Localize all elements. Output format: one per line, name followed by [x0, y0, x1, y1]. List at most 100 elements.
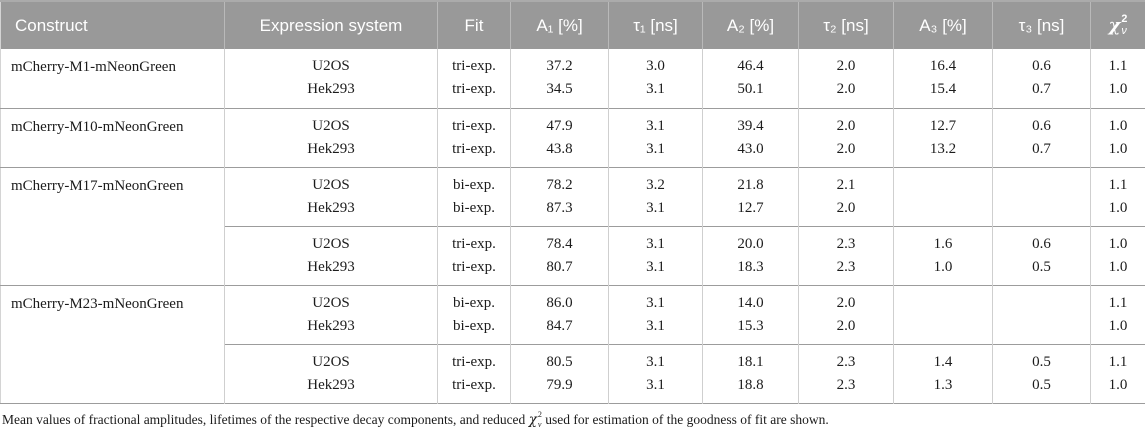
- cell-value: 2.0: [836, 140, 856, 157]
- cell-a3: [893, 166, 993, 226]
- cell-a1: 47.9 43.8: [510, 107, 609, 167]
- cell-tau3: 0.6 0.7: [992, 107, 1091, 167]
- cell-value: 0.5: [1032, 353, 1051, 370]
- cell-construct: mCherry-M23-mNeonGreen: [0, 284, 225, 403]
- cell-value: 47.9: [546, 117, 573, 134]
- cell-value: 37.2: [546, 58, 573, 75]
- column-header-a3: A₃ [%]: [893, 0, 993, 49]
- cell-value: 3.1: [646, 235, 665, 252]
- cell-value: 1.0: [1108, 317, 1128, 334]
- cell-value: 20.0: [737, 235, 764, 252]
- cell-value: 0.7: [1032, 81, 1051, 98]
- cell-tau2: 2.3 2.3: [798, 225, 894, 285]
- cell-value: 0.7: [1032, 140, 1051, 157]
- cell-value: 1.0: [1108, 258, 1128, 275]
- cell-a1: 37.2 34.5: [510, 49, 609, 108]
- cell-fit: bi-exp. bi-exp.: [437, 166, 511, 226]
- cell-value: 3.1: [646, 117, 665, 134]
- table-body: mCherry-M1-mNeonGreen U2OS Hek293 tri-exp. t…: [0, 49, 1145, 403]
- cell-tau3: [992, 166, 1091, 226]
- cell-chi2: 1.0 1.0: [1090, 107, 1145, 167]
- cell-value: bi-exp.: [452, 294, 496, 311]
- cell-value: 43.8: [546, 140, 573, 157]
- cell-value: 1.0: [933, 258, 953, 275]
- cell-value: [896, 292, 990, 315]
- cell-tau2: 2.0 2.0: [798, 284, 894, 344]
- cell-a2: 46.4 50.1: [702, 49, 799, 108]
- table-row: mCherry-M17-mNeonGreen U2OS Hek293 bi-exp. b…: [0, 166, 1145, 285]
- cell-value: [995, 292, 1088, 315]
- cell-a3: 12.7 13.2: [893, 107, 993, 167]
- cell-value: tri-exp.: [452, 140, 496, 157]
- cell-fit: tri-exp. tri-exp.: [437, 107, 511, 167]
- cell-value: U2OS: [312, 176, 350, 193]
- cell-value: 79.9: [546, 376, 573, 393]
- column-header-fit: Fit: [437, 0, 511, 49]
- header-row: Construct Expression system Fit A₁ [%] τ₁ [n…: [0, 0, 1145, 49]
- cell-a3: [893, 284, 993, 344]
- cell-value: 2.0: [836, 317, 856, 334]
- cell-value: 50.1: [737, 81, 764, 98]
- cell-tau2: 2.0 2.0: [798, 107, 894, 167]
- column-header-tau3: τ₃ [ns]: [992, 0, 1091, 49]
- cell-expression-system: U2OS Hek293: [224, 284, 438, 344]
- cell-value: 1.1: [1108, 353, 1128, 370]
- cell-a1: 80.5 79.9: [510, 343, 609, 403]
- cell-value: 12.7: [929, 117, 957, 134]
- cell-expression-system: U2OS Hek293: [224, 343, 438, 403]
- cell-value: 3.1: [646, 376, 665, 393]
- cell-value: 1.1: [1108, 176, 1128, 193]
- cell-tau1: 3.2 3.1: [608, 166, 703, 226]
- cell-tau3: 0.5 0.5: [992, 343, 1091, 403]
- table-row: mCherry-M1-mNeonGreen U2OS Hek293 tri-exp. t…: [1, 49, 1145, 108]
- cell-value: tri-exp.: [452, 258, 496, 275]
- cell-value: [995, 197, 1088, 220]
- cell-value: 1.0: [1108, 376, 1128, 393]
- cell-value: tri-exp.: [452, 376, 496, 393]
- cell-value: 3.1: [646, 258, 665, 275]
- cell-value: [896, 315, 990, 338]
- cell-chi2: 1.0 1.0: [1090, 225, 1145, 285]
- cell-value: 3.1: [646, 199, 665, 216]
- cell-value: 0.6: [1032, 117, 1051, 134]
- cell-value: 3.1: [646, 317, 665, 334]
- cell-chi2: 1.1 1.0: [1090, 49, 1145, 108]
- cell-value: Hek293: [307, 140, 355, 157]
- cell-value: tri-exp.: [452, 58, 496, 75]
- table-footnote: Mean values of fractional amplitudes, li…: [0, 404, 1145, 429]
- cell-value: Hek293: [307, 199, 355, 216]
- cell-tau2: 2.3 2.3: [798, 343, 894, 403]
- cell-a2: 39.4 43.0: [702, 107, 799, 167]
- cell-tau3: 0.6 0.5: [992, 225, 1091, 285]
- footnote-text-after: used for estimation of the goodness of f…: [541, 411, 829, 427]
- table-header: Construct Expression system Fit A₁ [%] τ₁ [n…: [0, 0, 1145, 49]
- cell-chi2: 1.1 1.0: [1090, 343, 1145, 403]
- cell-value: 1.4: [933, 353, 953, 370]
- cell-tau1: 3.1 3.1: [608, 225, 703, 285]
- cell-a3: 1.6 1.0: [893, 225, 993, 285]
- cell-value: [896, 174, 990, 197]
- cell-value: 21.8: [737, 176, 764, 193]
- cell-a3: 16.4 15.4: [893, 49, 993, 108]
- table-row: mCherry-M23-mNeonGreen U2OS Hek293 bi-exp. b…: [0, 284, 1145, 403]
- cell-value: 15.4: [929, 81, 957, 98]
- cell-a3: 1.4 1.3: [893, 343, 993, 403]
- cell-value: tri-exp.: [452, 353, 496, 370]
- cell-value: 0.5: [1032, 376, 1051, 393]
- cell-value: 0.6: [1032, 235, 1051, 252]
- cell-value: 2.3: [836, 353, 856, 370]
- cell-a2: 20.0 18.3: [702, 225, 799, 285]
- cell-value: 3.1: [646, 140, 665, 157]
- cell-fit: tri-exp. tri-exp.: [437, 225, 511, 285]
- cell-value: 2.0: [836, 81, 856, 98]
- cell-value: 16.4: [929, 58, 957, 75]
- cell-tau3: [992, 284, 1091, 344]
- cell-construct: mCherry-M17-mNeonGreen: [0, 166, 225, 285]
- cell-tau1: 3.1 3.1: [608, 107, 703, 167]
- cell-value: U2OS: [312, 353, 350, 370]
- cell-fit: bi-exp. bi-exp.: [437, 284, 511, 344]
- cell-a2: 21.8 12.7: [702, 166, 799, 226]
- table-row: U2OS Hek293 tri-exp. tri-exp. 80.5 79.9 3.1 3.1…: [1, 343, 1145, 403]
